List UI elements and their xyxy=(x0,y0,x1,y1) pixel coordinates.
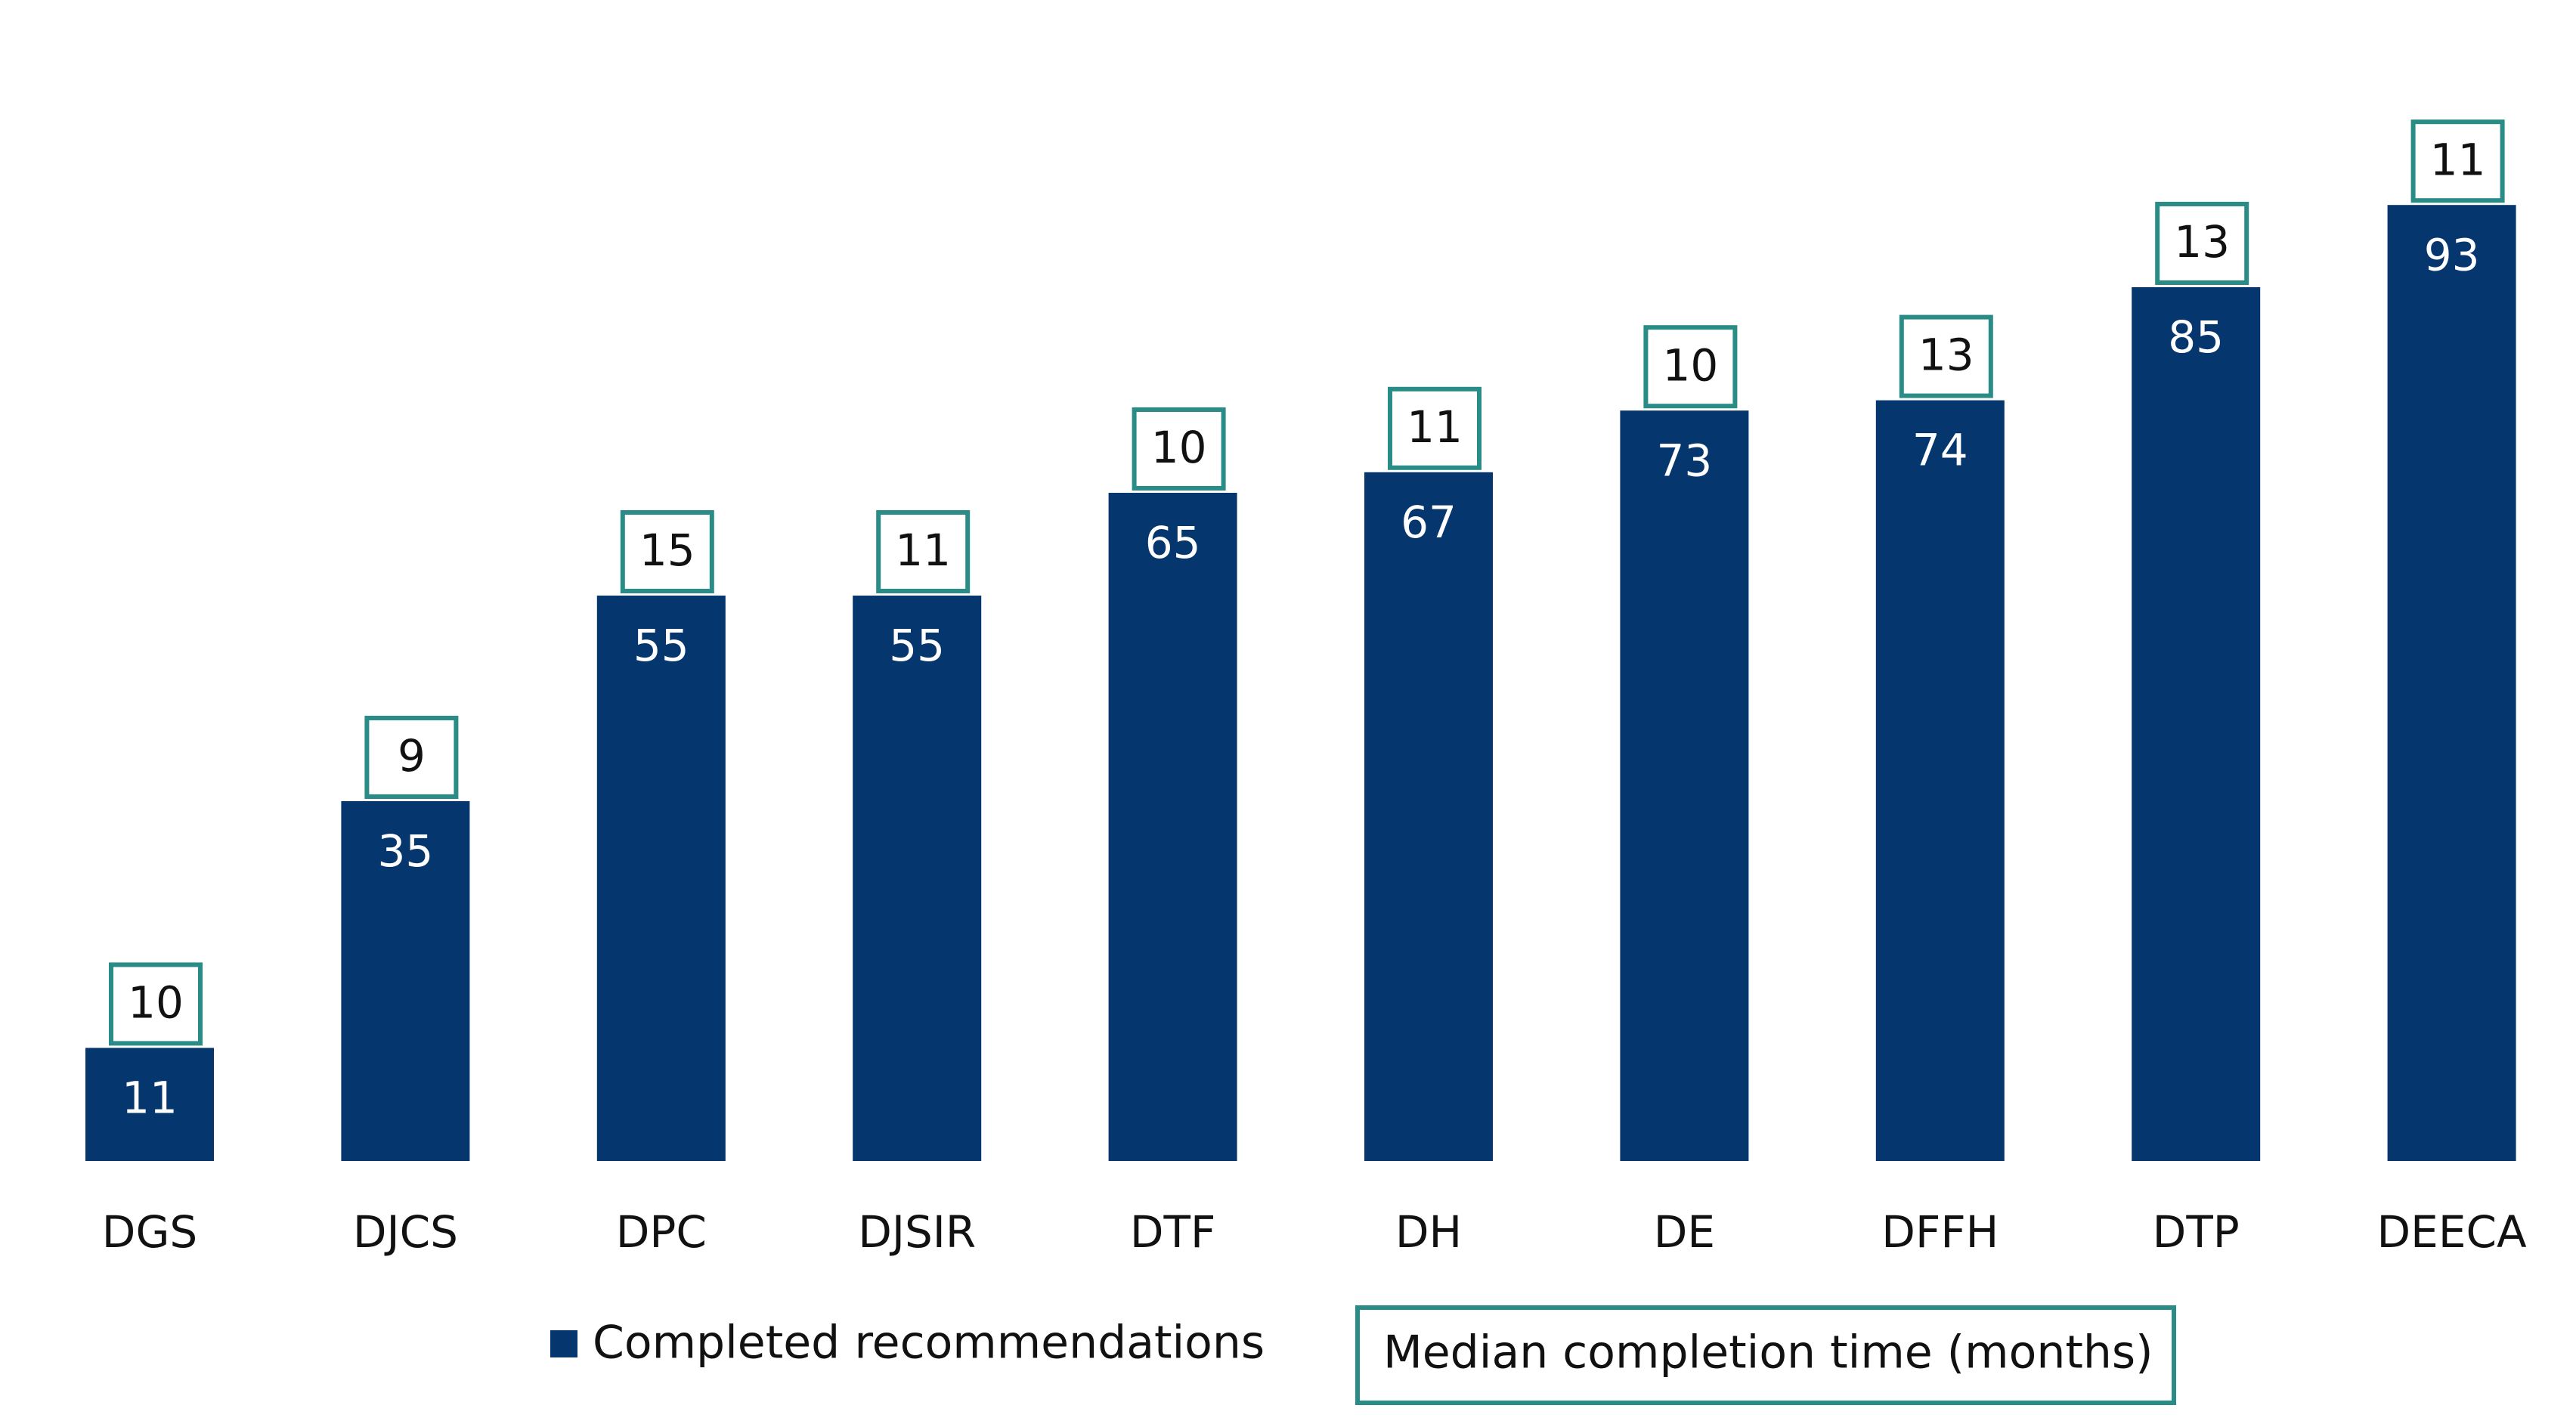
bar-value-dtf: 65 xyxy=(1145,517,1201,568)
bar-dh xyxy=(1364,472,1493,1161)
median-boxes: 10 9 15 11 10 11 10 13 13 11 xyxy=(109,119,2505,1046)
median-value-djsir: 11 xyxy=(895,525,951,576)
median-value-dtf: 10 xyxy=(1151,422,1207,473)
median-box-djsir xyxy=(876,510,971,593)
bar-djsir xyxy=(853,596,982,1161)
legend-swatch-completed xyxy=(550,1330,577,1357)
bar-dgs xyxy=(85,1048,214,1161)
bars-group xyxy=(85,205,2516,1162)
median-value-dtp: 13 xyxy=(2174,216,2230,268)
median-box-dpc xyxy=(620,510,714,593)
median-value-de: 10 xyxy=(1662,339,1718,391)
median-value-deeca: 11 xyxy=(2430,134,2486,185)
bar-value-dh: 67 xyxy=(1401,497,1457,548)
bar-dpc xyxy=(596,596,726,1161)
category-label-dgs: DGS xyxy=(102,1206,197,1258)
category-label-dpc: DPC xyxy=(616,1206,707,1258)
category-label-deeca: DEECA xyxy=(2377,1206,2527,1258)
median-value-dgs: 10 xyxy=(128,977,184,1029)
median-value-dh: 11 xyxy=(1407,401,1463,453)
x-axis-categories: DGS DJCS DPC DJSIR DTF DH DE DFFH DTP DEECA xyxy=(102,1206,2527,1258)
category-label-djcs: DJCS xyxy=(353,1206,458,1258)
category-label-dtf: DTF xyxy=(1130,1206,1215,1258)
median-box-dgs xyxy=(109,962,203,1046)
category-label-dtp: DTP xyxy=(2153,1206,2240,1258)
bar-dtf xyxy=(1108,493,1237,1161)
bar-dtp xyxy=(2132,287,2261,1161)
category-label-dffh: DFFH xyxy=(1881,1206,1999,1258)
legend-label-median: Median completion time (months) xyxy=(1383,1326,2153,1379)
median-value-djcs: 9 xyxy=(398,730,426,782)
bar-value-dpc: 55 xyxy=(633,620,689,671)
median-box-dh xyxy=(1388,386,1482,470)
bar-value-dgs: 11 xyxy=(122,1073,178,1124)
category-label-djsir: DJSIR xyxy=(858,1206,976,1258)
legend: Completed recommendations Median complet… xyxy=(550,1305,2176,1405)
bar-value-labels: 11 35 55 55 65 67 73 74 85 93 xyxy=(122,229,2479,1123)
bar-deeca xyxy=(2387,205,2516,1162)
median-box-dtp xyxy=(2155,202,2249,285)
median-value-dpc: 15 xyxy=(639,525,695,576)
bar-value-dtp: 85 xyxy=(2168,311,2224,363)
bar-value-de: 73 xyxy=(1656,435,1712,486)
median-box-dtf xyxy=(1132,407,1226,491)
legend-label-completed: Completed recommendations xyxy=(593,1317,1265,1370)
median-box-djcs xyxy=(364,716,459,799)
median-box-de xyxy=(1643,325,1738,409)
bar-value-djcs: 35 xyxy=(377,825,433,877)
bar-dffh xyxy=(1875,400,2005,1161)
median-box-dffh xyxy=(1899,314,1993,398)
bar-djcs xyxy=(341,801,470,1161)
bar-value-djsir: 55 xyxy=(889,620,945,671)
category-label-dh: DH xyxy=(1395,1206,1462,1258)
category-label-de: DE xyxy=(1654,1206,1715,1258)
bar-de xyxy=(1620,410,1749,1161)
bar-value-dffh: 74 xyxy=(1912,425,1968,476)
median-box-deeca xyxy=(2410,119,2505,203)
bar-value-deeca: 93 xyxy=(2424,229,2480,280)
legend-box-median xyxy=(1355,1305,2176,1405)
median-value-dffh: 13 xyxy=(1918,330,1974,381)
